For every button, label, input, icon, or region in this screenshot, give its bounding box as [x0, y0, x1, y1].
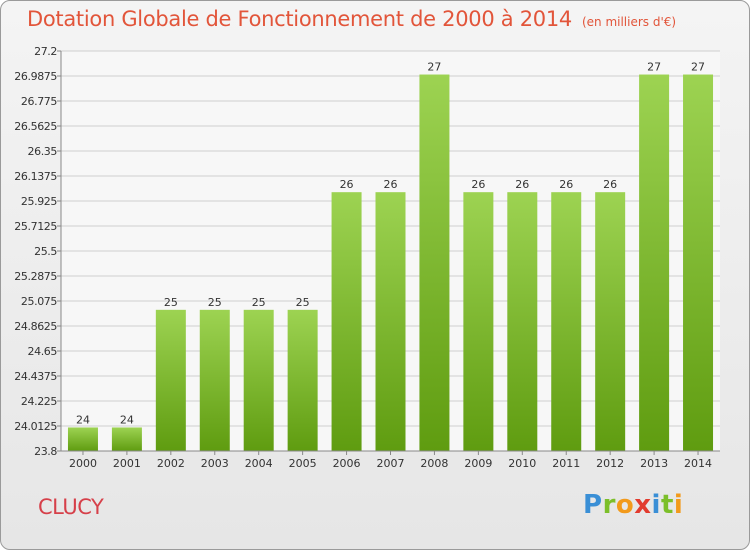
y-tick-label: 25.2875 — [14, 270, 57, 283]
value-label: 26 — [384, 178, 398, 191]
x-tick-label: 2014 — [684, 457, 712, 470]
x-tick-label: 2006 — [333, 457, 361, 470]
logo-letter: r — [602, 490, 616, 520]
x-tick-label: 2004 — [245, 457, 273, 470]
y-tick-label: 26.5625 — [14, 120, 57, 133]
y-tick-label: 25.7125 — [14, 220, 57, 233]
x-tick-label: 2012 — [596, 457, 624, 470]
tick-labels: 23.8 24.0125 24.225 24.4375 24.65 24.8625 25.0… — [14, 45, 712, 470]
value-label: 26 — [515, 178, 529, 191]
bar — [375, 192, 406, 452]
value-label: 26 — [603, 178, 617, 191]
y-tick-label: 23.8 — [34, 445, 57, 458]
y-tick-label: 26.1375 — [14, 170, 57, 183]
y-tick-label: 25.925 — [21, 195, 57, 208]
x-tick-label: 2002 — [157, 457, 185, 470]
bars — [67, 74, 714, 452]
x-tick-label: 2000 — [69, 457, 97, 470]
logo-letter: i — [651, 490, 661, 520]
logo-letter: o — [615, 490, 635, 520]
value-label: 26 — [471, 178, 485, 191]
y-tick-label: 26.35 — [28, 145, 58, 158]
x-tick-label: 2013 — [640, 457, 668, 470]
value-label: 24 — [120, 413, 134, 426]
value-label: 25 — [296, 296, 310, 309]
bar — [463, 192, 494, 452]
value-label: 26 — [559, 178, 573, 191]
logo-letter: P — [583, 490, 603, 520]
chart-title: Dotation Globale de Fonctionnement de 20… — [27, 7, 676, 31]
y-tick-label: 24.0125 — [14, 420, 57, 433]
commune-name: CLUCY — [38, 495, 104, 519]
bar — [287, 309, 318, 451]
bar — [507, 192, 538, 452]
y-tick-label: 26.775 — [21, 95, 57, 108]
x-tick-label: 2008 — [420, 457, 448, 470]
bar — [331, 192, 362, 452]
y-tick-label: 26.9875 — [14, 70, 57, 83]
value-label: 25 — [208, 296, 222, 309]
bar — [199, 309, 230, 451]
logo-letter: t — [660, 490, 674, 520]
y-tick-label: 27.2 — [34, 45, 57, 58]
x-tick-label: 2003 — [201, 457, 229, 470]
bar — [683, 74, 714, 451]
value-label: 27 — [427, 61, 441, 74]
value-label: 26 — [340, 178, 354, 191]
bar — [155, 309, 186, 451]
bar — [419, 74, 450, 451]
x-tick-label: 2007 — [377, 457, 405, 470]
logo-letter: x — [634, 490, 652, 520]
value-label: 27 — [647, 61, 661, 74]
x-tick-label: 2011 — [552, 457, 580, 470]
value-label: 24 — [76, 413, 90, 426]
proxiti-logo[interactable]: Proxiti — [583, 490, 683, 520]
y-tick-label: 25.5 — [34, 245, 57, 258]
bar — [551, 192, 582, 452]
axes — [57, 50, 720, 455]
x-tick-label: 2001 — [113, 457, 141, 470]
value-label: 27 — [691, 61, 705, 74]
y-tick-label: 24.65 — [28, 345, 58, 358]
x-tick-label: 2009 — [464, 457, 492, 470]
title-text: Dotation Globale de Fonctionnement de 20… — [27, 7, 572, 31]
value-label: 25 — [252, 296, 266, 309]
y-tick-label: 25.075 — [21, 295, 57, 308]
bar — [639, 74, 670, 451]
logo-letter: i — [673, 490, 684, 520]
bar — [243, 309, 274, 451]
chart-subtitle: (en milliers d'€) — [581, 15, 677, 29]
value-labels: 24 24 25 25 25 25 26 26 27 26 26 26 26 27 27 — [76, 61, 705, 427]
x-tick-label: 2010 — [508, 457, 536, 470]
value-label: 25 — [164, 296, 178, 309]
y-tick-label: 24.8625 — [14, 320, 57, 333]
bar — [595, 192, 626, 452]
bar — [111, 427, 142, 451]
y-tick-label: 24.225 — [21, 395, 57, 408]
x-tick-label: 2005 — [289, 457, 317, 470]
bar — [67, 427, 98, 451]
y-tick-label: 24.4375 — [14, 370, 57, 383]
